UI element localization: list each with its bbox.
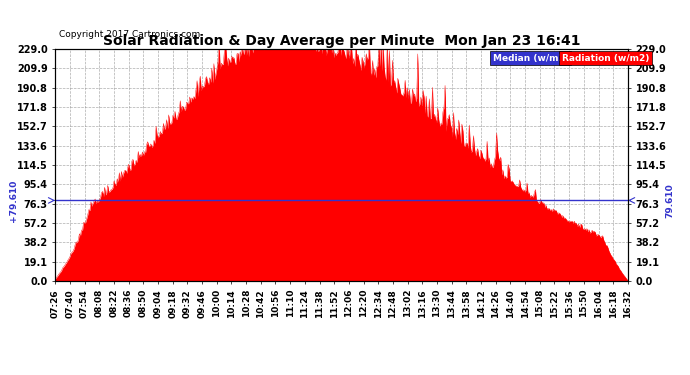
Text: 79.610: 79.610 [665, 183, 674, 218]
Text: Copyright 2017 Cartronics.com: Copyright 2017 Cartronics.com [59, 30, 200, 39]
Text: +79.610: +79.610 [9, 179, 18, 222]
Title: Solar Radiation & Day Average per Minute  Mon Jan 23 16:41: Solar Radiation & Day Average per Minute… [103, 34, 580, 48]
Text: Radiation (w/m2): Radiation (w/m2) [562, 54, 649, 63]
Text: Median (w/m2): Median (w/m2) [493, 54, 569, 63]
